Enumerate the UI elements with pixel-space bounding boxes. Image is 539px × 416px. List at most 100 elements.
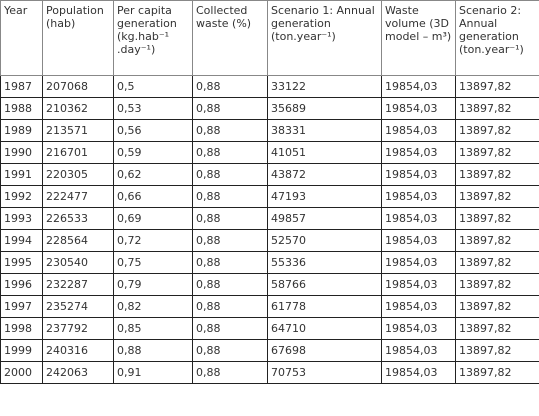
header-cell: Year	[0, 0, 43, 76]
table-cell: 0,88	[192, 207, 268, 230]
table-cell: 1993	[0, 207, 43, 230]
table-cell: 38331	[267, 119, 382, 142]
table-cell: 13897,82	[455, 185, 539, 208]
table-row: 1996 232287 0,79 0,88 58766 19854,03 13897,82	[0, 273, 539, 296]
table-cell: 232287	[42, 273, 114, 296]
table-cell: 13897,82	[455, 163, 539, 186]
table-cell: 13897,82	[455, 75, 539, 98]
table-cell: 2000	[0, 361, 43, 384]
table-row: 1995 230540 0,75 0,88 55336 19854,03 13897,82	[0, 251, 539, 274]
table-cell: 0,88	[192, 361, 268, 384]
header-cell: Scenario 1: Annual generation (ton.year⁻…	[267, 0, 382, 76]
table-cell: 0,82	[113, 295, 193, 318]
table-row: 1999 240316 0,88 0,88 67698 19854,03 13897,82	[0, 339, 539, 362]
table-cell: 0,85	[113, 317, 193, 340]
table-cell: 70753	[267, 361, 382, 384]
table-cell: 0,88	[192, 295, 268, 318]
table-row: 1989 213571 0,56 0,88 38331 19854,03 13897,82	[0, 119, 539, 142]
table-cell: 67698	[267, 339, 382, 362]
table-cell: 1998	[0, 317, 43, 340]
table-cell: 0,69	[113, 207, 193, 230]
table-row: 1987 207068 0,5 0,88 33122 19854,03 13897,82	[0, 75, 539, 98]
table-cell: 19854,03	[381, 185, 456, 208]
table-cell: 237792	[42, 317, 114, 340]
table-cell: 0,88	[192, 251, 268, 274]
table-cell: 13897,82	[455, 273, 539, 296]
table-cell: 0,88	[192, 339, 268, 362]
table-cell: 19854,03	[381, 229, 456, 252]
table-cell: 207068	[42, 75, 114, 98]
header-cell: Population (hab)	[42, 0, 114, 76]
table-cell: 1989	[0, 119, 43, 142]
header-cell: Collected waste (%)	[192, 0, 268, 76]
table-header: Year Population (hab) Per capita generatio…	[0, 0, 539, 76]
table-cell: 0,62	[113, 163, 193, 186]
table-cell: 216701	[42, 141, 114, 164]
table-cell: 19854,03	[381, 75, 456, 98]
table-cell: 1999	[0, 339, 43, 362]
table-cell: 1988	[0, 97, 43, 120]
table-cell: 213571	[42, 119, 114, 142]
table-cell: 0,88	[113, 339, 193, 362]
table-cell: 47193	[267, 185, 382, 208]
table-row: 1988 210362 0,53 0,88 35689 19854,03 13897,82	[0, 97, 539, 120]
table-cell: 41051	[267, 141, 382, 164]
table-cell: 242063	[42, 361, 114, 384]
table-cell: 1996	[0, 273, 43, 296]
table-cell: 0,88	[192, 163, 268, 186]
table-cell: 43872	[267, 163, 382, 186]
table-cell: 13897,82	[455, 317, 539, 340]
table-cell: 1991	[0, 163, 43, 186]
table-row: 1991 220305 0,62 0,88 43872 19854,03 13897,82	[0, 163, 539, 186]
table-cell: 1994	[0, 229, 43, 252]
table-cell: 0,79	[113, 273, 193, 296]
table-cell: 0,88	[192, 317, 268, 340]
table-cell: 13897,82	[455, 339, 539, 362]
table-cell: 35689	[267, 97, 382, 120]
table-cell: 0,88	[192, 229, 268, 252]
table-cell: 13897,82	[455, 361, 539, 384]
table-cell: 49857	[267, 207, 382, 230]
table-cell: 226533	[42, 207, 114, 230]
table-cell: 210362	[42, 97, 114, 120]
table-cell: 58766	[267, 273, 382, 296]
header-row: Year Population (hab) Per capita generatio…	[0, 0, 539, 76]
table-row: 1994 228564 0,72 0,88 52570 19854,03 13897,82	[0, 229, 539, 252]
table-cell: 0,5	[113, 75, 193, 98]
table-cell: 0,88	[192, 119, 268, 142]
table-cell: 0,88	[192, 75, 268, 98]
table-cell: 1987	[0, 75, 43, 98]
header-cell: Waste volume (3D model – m³)	[381, 0, 456, 76]
table-cell: 228564	[42, 229, 114, 252]
table-row: 1998 237792 0,85 0,88 64710 19854,03 13897,82	[0, 317, 539, 340]
table-cell: 0,88	[192, 273, 268, 296]
table-cell: 19854,03	[381, 361, 456, 384]
table-cell: 220305	[42, 163, 114, 186]
header-cell: Scenario 2: Annual generation (ton.year⁻…	[455, 0, 539, 76]
table-cell: 64710	[267, 317, 382, 340]
table-cell: 0,66	[113, 185, 193, 208]
table-cell: 0,53	[113, 97, 193, 120]
table-cell: 19854,03	[381, 251, 456, 274]
table-cell: 13897,82	[455, 119, 539, 142]
table-cell: 1992	[0, 185, 43, 208]
table-body: 1987 207068 0,5 0,88 33122 19854,03 13897,82 19…	[0, 75, 539, 384]
table-cell: 0,59	[113, 141, 193, 164]
table-cell: 1995	[0, 251, 43, 274]
table-cell: 33122	[267, 75, 382, 98]
table-cell: 19854,03	[381, 97, 456, 120]
table-cell: 13897,82	[455, 229, 539, 252]
table-cell: 55336	[267, 251, 382, 274]
table-cell: 19854,03	[381, 141, 456, 164]
table-cell: 0,72	[113, 229, 193, 252]
table-cell: 19854,03	[381, 119, 456, 142]
table-cell: 19854,03	[381, 295, 456, 318]
table-cell: 0,88	[192, 185, 268, 208]
table-row: 2000 242063 0,91 0,88 70753 19854,03 13897,82	[0, 361, 539, 384]
table-cell: 0,91	[113, 361, 193, 384]
table-cell: 0,88	[192, 97, 268, 120]
table-cell: 19854,03	[381, 207, 456, 230]
table-cell: 0,56	[113, 119, 193, 142]
table-cell: 0,88	[192, 141, 268, 164]
